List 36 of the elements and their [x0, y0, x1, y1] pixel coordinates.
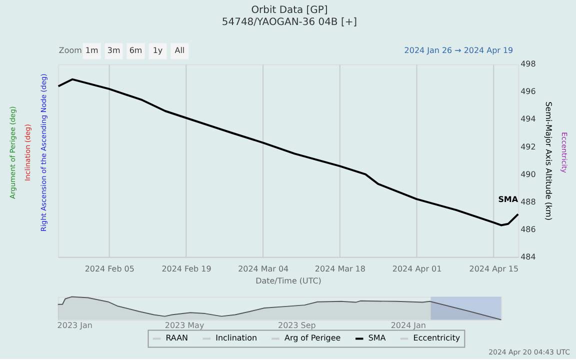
chart-subtitle: 54748/YAOGAN-36 04B [+] [222, 16, 358, 28]
legend-label: SMA [368, 334, 386, 343]
x-tick-label: 2024 Apr 01 [392, 264, 442, 274]
legend-label: RAAN [166, 334, 188, 343]
x-tick-label: 2024 Mar 18 [314, 264, 366, 274]
y2-tick-label: 496 [520, 87, 536, 96]
text: Zoom [58, 46, 82, 56]
x-tick-label: 2024 Apr 15 [469, 264, 519, 274]
y2-tick-label: 490 [520, 170, 536, 179]
x-tick-label: 2024 Feb 05 [84, 264, 134, 274]
x-tick-label: 2024 Jan [390, 321, 426, 330]
x-tick-label: 2023 Jan [57, 321, 92, 330]
y2-tick-label: 494 [520, 114, 536, 124]
x-tick-label: 2024 Mar 04 [238, 264, 289, 274]
y2-tick-label: 492 [520, 142, 536, 152]
x-axis-title: Date/Time (UTC) [256, 276, 322, 286]
text: All [174, 46, 185, 56]
text: SMA [498, 195, 518, 204]
text: 1m [85, 46, 98, 56]
y2-tick-label: 484 [520, 252, 536, 262]
x-tick-label: 2023 Sep [278, 321, 316, 330]
legend-label: Arg of Perigee [284, 334, 341, 343]
legend-label: Inclination [216, 334, 258, 343]
text: 1y [152, 46, 163, 56]
y2-tick-label: 486 [520, 224, 536, 234]
chart-title: Orbit Data [GP] [251, 4, 328, 16]
x-tick-label: 2023 May [164, 321, 204, 330]
y2-axis-title: Semi-Major Axis Altitude (km) [544, 102, 553, 220]
y2-tick-label: 488 [520, 197, 536, 206]
x-tick-label: 2024 Feb 19 [162, 264, 212, 274]
text: 3m [107, 46, 120, 56]
y2-tick-label: 498 [520, 60, 536, 69]
legend-label: Eccentricity [413, 334, 460, 343]
text: 6m [129, 46, 142, 56]
text: 2024 Jan 26 → 2024 Apr 19 [404, 46, 514, 56]
line-series [57, 78, 520, 226]
